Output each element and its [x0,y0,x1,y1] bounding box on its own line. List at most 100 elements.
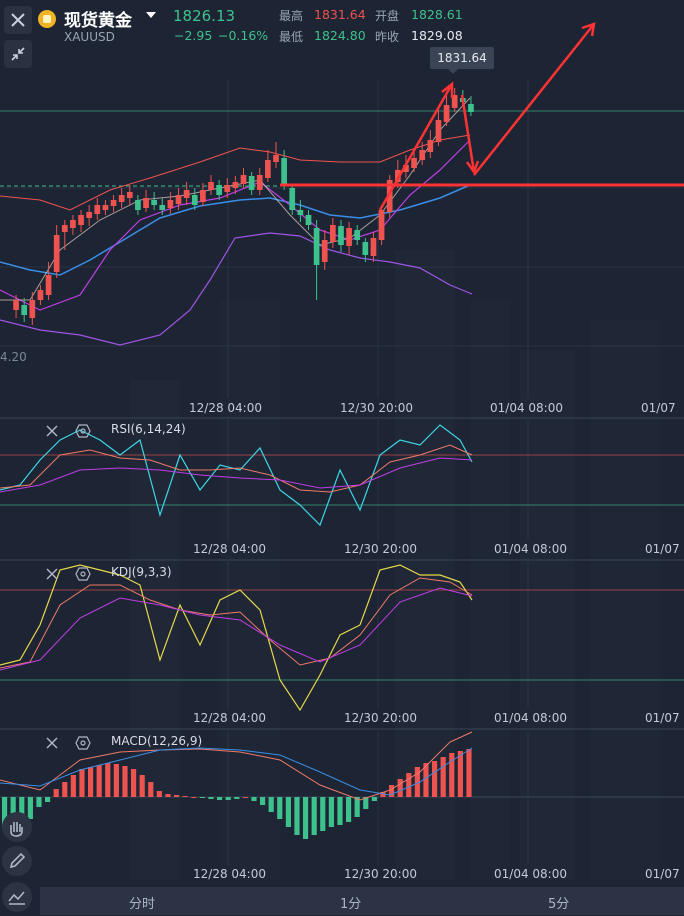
hexagon-settings-icon [75,736,91,750]
close-icon [46,568,58,580]
candle-body [29,300,36,318]
bollinger-upper [0,134,471,211]
rsi-settings-button[interactable] [75,423,91,442]
candle-body [143,198,149,208]
time-label: 12/28 04:00 [193,867,266,881]
macd-bar [199,797,205,798]
macd-dif-line [0,731,473,801]
close-button[interactable] [4,6,32,34]
close-icon [11,13,25,27]
macd-bar [208,797,214,799]
macd-bar [27,797,33,819]
macd-bar [217,797,223,800]
candle-body [394,170,401,182]
open-value: 1828.61 [411,7,463,22]
tab-5min[interactable]: 5分 [548,897,570,912]
candlesticks [13,88,474,325]
hexagon-settings-icon [75,567,91,581]
time-label: 12/28 04:00 [193,542,266,556]
macd-bar [79,769,85,797]
candle-body [86,212,93,218]
rsi-6-line [0,424,473,527]
time-label: 12/30 20:00 [344,867,417,881]
macd-bar [148,782,154,797]
candle-body [338,226,344,245]
candle-body [78,215,84,225]
indicator-tool-button[interactable] [2,882,32,912]
macd-bar [36,797,42,807]
rsi-close-button[interactable] [45,423,59,442]
time-label: 12/30 20:00 [340,401,413,415]
macd-close-button[interactable] [45,735,59,754]
candle-body [403,165,409,172]
macd-bar [131,769,137,797]
left-price-label: 4.20 [0,350,27,364]
candle-body [248,176,255,190]
kdj-j-line [0,564,473,712]
macd-bar [268,797,274,812]
macd-bar [19,797,25,825]
macd-bar [122,766,128,797]
macd-bar [363,797,369,809]
background-skyline [130,250,660,880]
macd-bar [242,797,248,798]
macd-bar [105,763,111,797]
candle-body [21,305,28,315]
candle-body [346,228,352,246]
macd-settings-button[interactable] [75,735,91,754]
macd-bar [346,797,352,822]
macd-bar [191,797,197,798]
candle-body [175,195,182,204]
quote-header: 现货黄金 XAUUSD 1826.13 −2.95 −0.16% 最高 1831… [0,0,684,80]
hand-tool-button[interactable] [2,812,32,842]
candle-body [354,230,361,240]
close-icon [46,425,58,437]
middle-band [0,184,471,276]
macd-bar [371,797,377,801]
candle-body [378,210,385,240]
chart-area[interactable] [0,0,684,887]
macd-bar [320,797,326,831]
macd-bar [70,775,76,797]
tab-1min[interactable]: 1分 [340,897,362,912]
pane-separators [0,417,684,730]
instrument-title[interactable]: 现货黄金 [64,11,132,31]
time-label: 12/28 04:00 [189,401,262,415]
tab-timeline[interactable]: 分时 [129,897,156,912]
draw-tool-button[interactable] [2,846,32,876]
macd-bar [174,795,180,797]
candle-body [281,158,287,185]
macd-bar [2,797,8,827]
time-label: 01/07 [645,542,680,556]
macd-dea-line [0,747,473,796]
candle-body [321,240,328,262]
macd-bar [414,767,420,797]
open-label: 开盘 [375,9,400,23]
macd-bar [406,773,412,797]
grid [0,80,684,865]
candle-body [183,190,190,198]
high-value: 1831.64 [314,7,366,22]
candle-body [297,210,304,215]
kdj-settings-button[interactable] [75,566,91,585]
macd-bar [88,767,94,797]
dropdown-caret-icon[interactable] [146,12,156,18]
macd-bar [337,797,343,825]
shrink-button[interactable] [4,40,32,68]
kdj-k-line [0,577,473,669]
macd-bar [466,749,472,797]
candle-body [443,105,450,122]
macd-bar [354,797,360,817]
macd-bar [165,794,171,797]
time-label: 01/04 08:00 [490,401,563,415]
candle-body [118,195,125,202]
time-label: 12/30 20:00 [344,542,417,556]
candle-body [13,300,19,310]
candle-body [386,180,393,212]
low-label: 最低 [279,30,304,44]
kdj-close-button[interactable] [45,566,59,585]
candle-body [289,188,296,210]
macd-bar [182,796,188,797]
macd-bar [139,775,145,797]
close-icon [46,737,58,749]
